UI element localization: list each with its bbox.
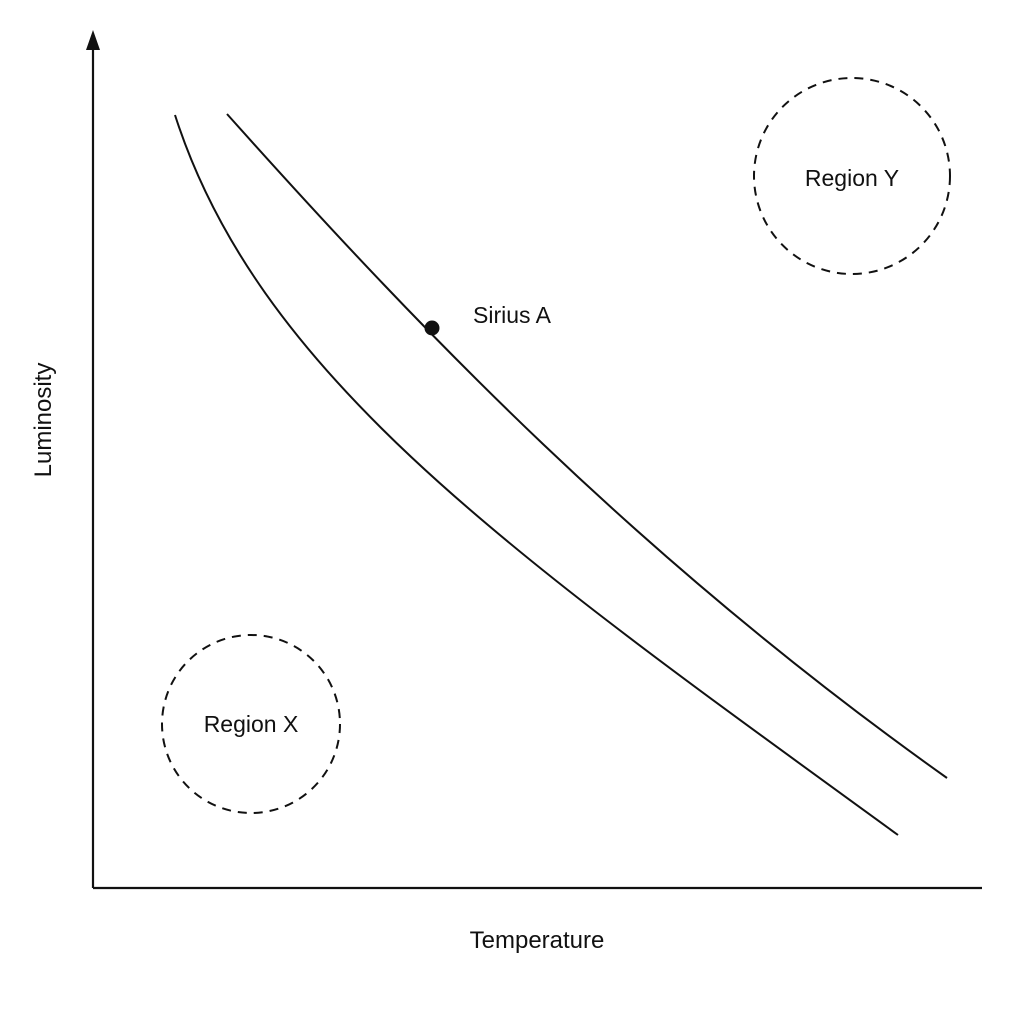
lower-curve: [174, 114, 899, 836]
upper-curve: [226, 113, 948, 779]
y-axis-label: Luminosity: [30, 363, 57, 478]
region-x-boundary: [161, 634, 341, 814]
region-y-boundary: [753, 77, 951, 275]
x-axis-label: Temperature: [470, 927, 605, 954]
y-axis-arrowhead-icon: [86, 30, 100, 50]
region-x-label: Region X: [204, 711, 299, 737]
region-y-label: Region Y: [805, 165, 899, 191]
sirius-a-point: [424, 320, 440, 336]
sirius-a-label: Sirius A: [473, 302, 552, 328]
